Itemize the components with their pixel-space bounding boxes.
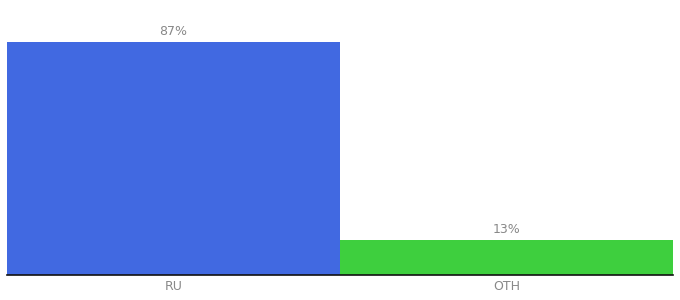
Bar (7, 42, 340, 275)
Bar (340, 240, 673, 275)
Text: 87%: 87% (160, 25, 188, 38)
Text: 13%: 13% (492, 223, 520, 236)
